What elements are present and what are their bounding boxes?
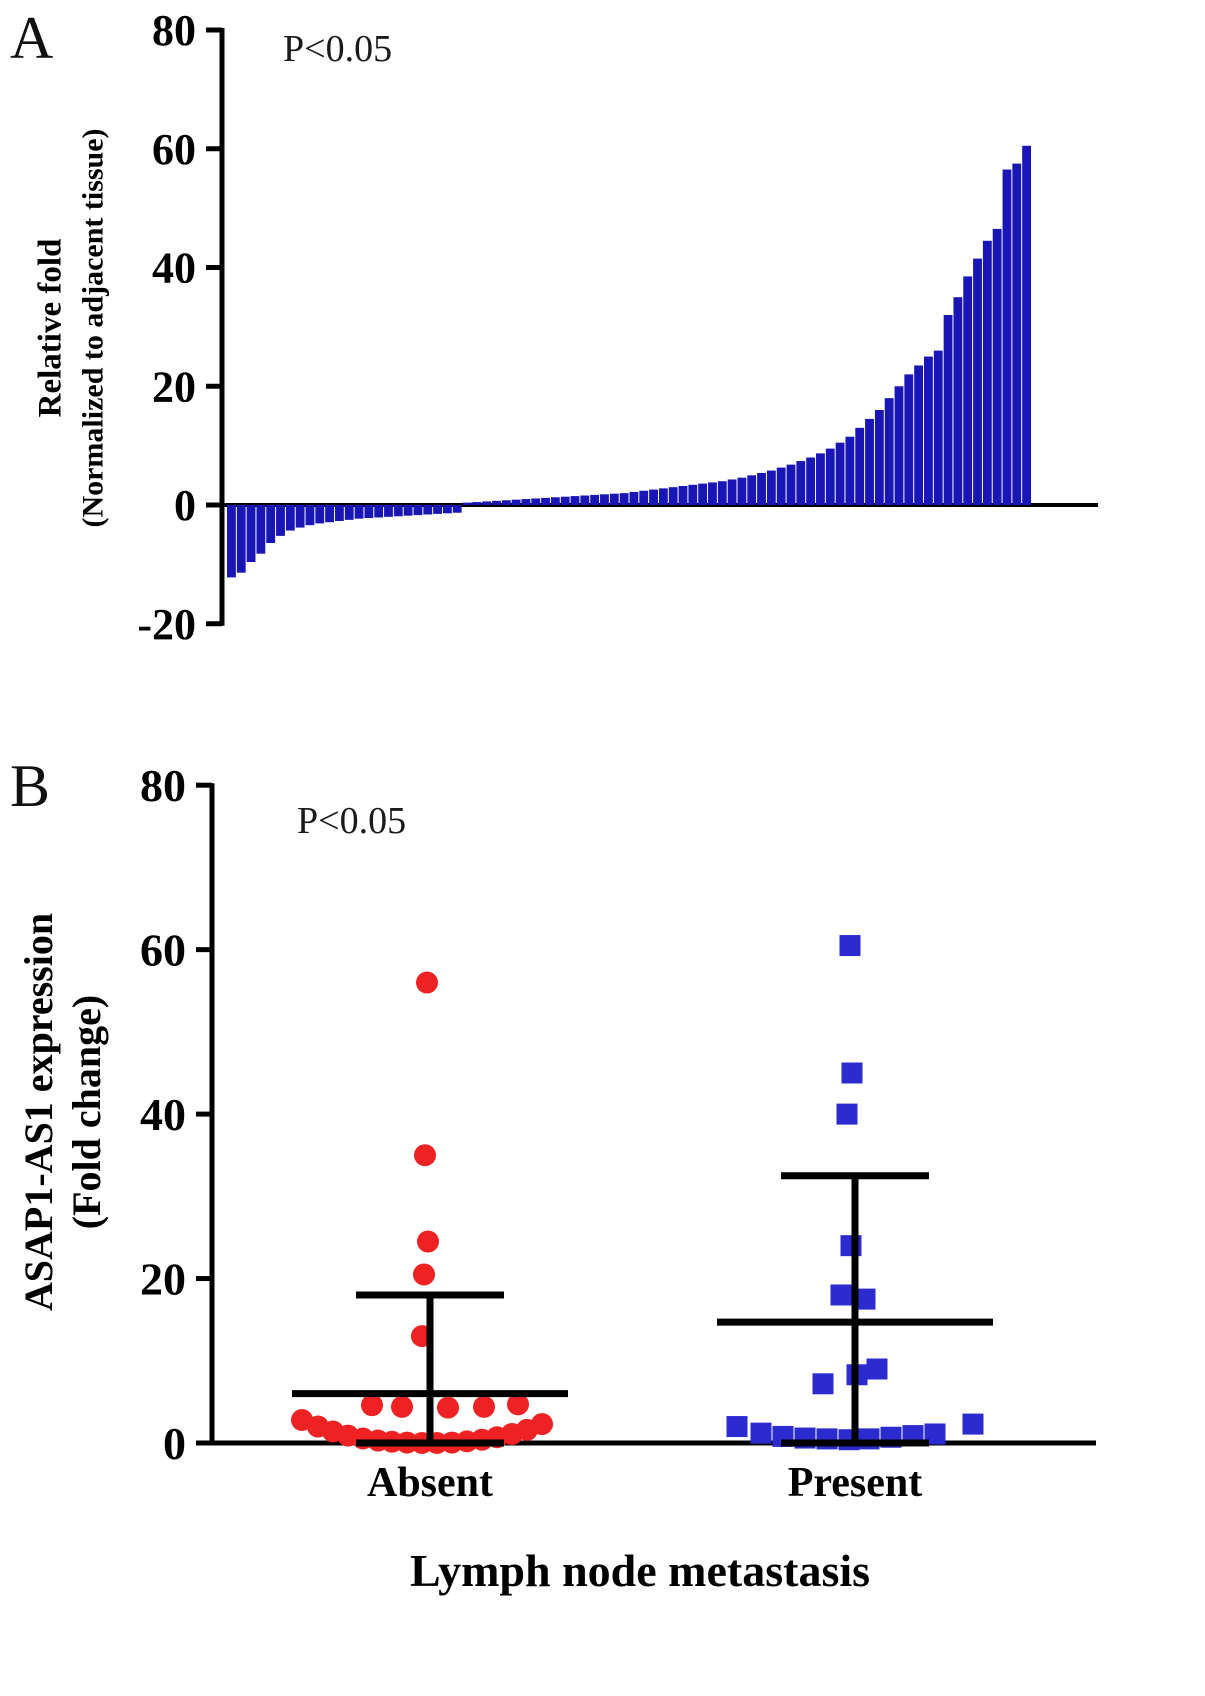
x-tick-label-absent: Absent <box>366 1460 494 1506</box>
svg-text:20: 20 <box>140 1254 186 1305</box>
svg-text:60: 60 <box>152 125 196 174</box>
panel-b-x-axis-label: Lymph node metastasis <box>409 1545 871 1596</box>
panel-a-y-axis-label: Relative fold (Normalized to adjacent ti… <box>27 128 112 527</box>
panel-a-pvalue: P<0.05 <box>283 28 393 70</box>
svg-text:-20: -20 <box>137 600 196 649</box>
panel-b-y-axis-label-sub: (Fold change) <box>64 994 109 1230</box>
panel-b-y-axis-label-main: ASAP1-AS1 expression <box>16 912 61 1312</box>
panel-b-label: B <box>10 753 51 819</box>
svg-text:0: 0 <box>174 481 196 530</box>
panel-a-y-axis-label-main: Relative fold <box>32 238 69 418</box>
svg-text:40: 40 <box>140 1089 186 1140</box>
panel-b-y-axis-label: ASAP1-AS1 expression (Fold change) <box>14 913 110 1311</box>
svg-text:80: 80 <box>140 760 186 811</box>
panel-a-y-axis-label-sub: (Normalized to adjacent tissue) <box>76 128 110 528</box>
svg-text:20: 20 <box>152 362 196 411</box>
panel-b-pvalue: P<0.05 <box>297 800 407 842</box>
svg-text:40: 40 <box>152 244 196 293</box>
svg-text:60: 60 <box>140 925 186 976</box>
svg-text:80: 80 <box>152 6 196 55</box>
svg-text:0: 0 <box>163 1418 186 1469</box>
x-tick-label-present: Present <box>787 1460 923 1506</box>
panel-a-label: A <box>10 5 54 71</box>
